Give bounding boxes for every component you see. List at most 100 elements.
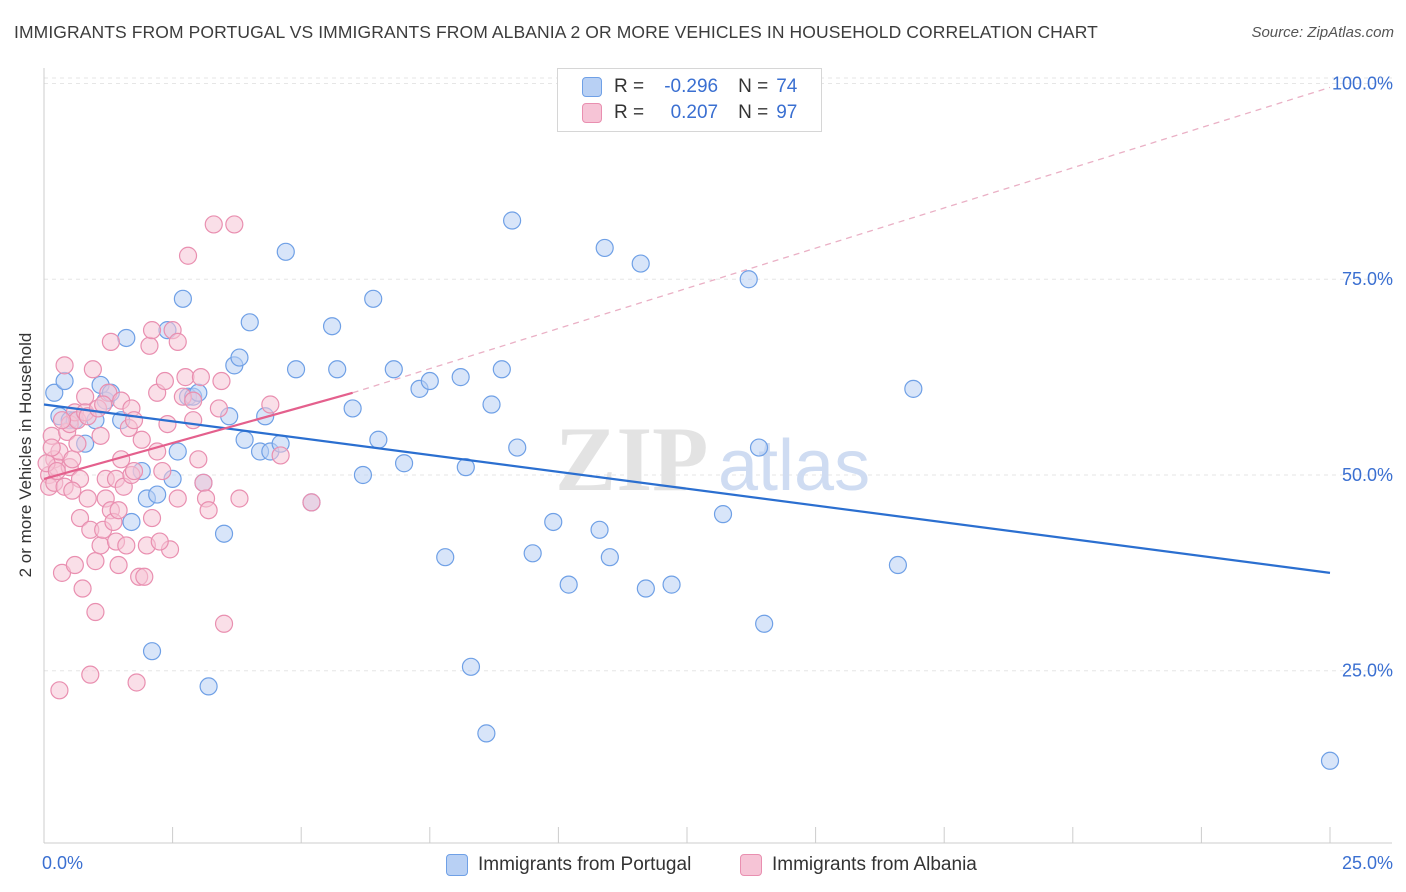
portugal-point bbox=[436, 548, 455, 567]
albania-point bbox=[63, 481, 82, 500]
portugal-point bbox=[276, 242, 295, 261]
albania-point bbox=[109, 555, 128, 575]
albania-point bbox=[50, 681, 69, 700]
albania-trend-extension bbox=[352, 86, 1331, 394]
portugal-point bbox=[492, 360, 511, 379]
albania-point bbox=[101, 332, 120, 351]
portugal-point bbox=[55, 371, 74, 391]
albania-point bbox=[86, 552, 105, 571]
albania-point bbox=[63, 450, 82, 469]
portugal-point bbox=[888, 555, 908, 575]
portugal-point bbox=[122, 512, 141, 532]
portugal-point bbox=[235, 430, 254, 449]
albania-point bbox=[168, 489, 187, 508]
albania-point bbox=[124, 411, 144, 430]
portugal-point bbox=[199, 677, 218, 696]
portugal-point bbox=[904, 379, 923, 398]
albania-point bbox=[261, 395, 280, 414]
portugal-point bbox=[1320, 751, 1340, 770]
watermark-atlas: atlas bbox=[718, 426, 870, 506]
albania-trend-line bbox=[43, 391, 353, 480]
trend-lines bbox=[43, 86, 1331, 574]
tick-labels: 25.0% 50.0% 75.0% 100.0% 0.0% 25.0% bbox=[42, 73, 1393, 873]
n-value: 97 bbox=[776, 102, 798, 123]
albania-point bbox=[73, 579, 92, 598]
albania-point bbox=[142, 508, 162, 528]
albania-point bbox=[132, 430, 151, 449]
y-axis-label: 2 or more Vehicles in Household bbox=[16, 332, 35, 578]
albania-point bbox=[214, 614, 234, 633]
albania-point bbox=[184, 411, 203, 430]
watermark: ZIP atlas bbox=[555, 408, 870, 510]
albania-point bbox=[65, 555, 84, 575]
albania-point bbox=[302, 493, 321, 512]
portugal-point bbox=[230, 348, 249, 367]
watermark-zip: ZIP bbox=[555, 408, 708, 510]
albania-point bbox=[117, 536, 136, 555]
albania-point bbox=[68, 434, 87, 453]
x-tick-label: 25.0% bbox=[1342, 853, 1393, 873]
albania-point bbox=[150, 532, 169, 551]
albania-point bbox=[52, 411, 72, 430]
albania-point bbox=[158, 414, 177, 434]
r-label: R = bbox=[614, 102, 645, 123]
albania-point bbox=[194, 473, 213, 492]
albania-swatch bbox=[582, 103, 602, 123]
albania-point bbox=[230, 489, 249, 508]
portugal-trend-line bbox=[43, 403, 1331, 574]
portugal-point bbox=[590, 520, 609, 539]
albania-point bbox=[191, 368, 210, 387]
albania-swatch bbox=[740, 854, 762, 876]
chart-title: IMMIGRANTS FROM PORTUGAL VS IMMIGRANTS F… bbox=[14, 22, 1098, 42]
portugal-point bbox=[168, 442, 187, 461]
r-value: -0.296 bbox=[664, 76, 719, 97]
portugal-point bbox=[364, 289, 383, 308]
albania-point bbox=[127, 673, 146, 692]
y-tick-label: 100.0% bbox=[1332, 73, 1393, 93]
albania-point bbox=[168, 332, 187, 351]
portugal-point bbox=[477, 724, 496, 743]
y-tick-label: 75.0% bbox=[1342, 269, 1393, 289]
portugal-point bbox=[451, 368, 470, 387]
portugal-point bbox=[369, 430, 388, 449]
portugal-point bbox=[384, 360, 403, 379]
portugal-point bbox=[328, 360, 347, 379]
portugal-point bbox=[353, 465, 373, 485]
portugal-point bbox=[45, 383, 64, 402]
albania-point bbox=[70, 508, 90, 528]
portugal-point bbox=[142, 642, 162, 661]
portugal-point bbox=[544, 512, 563, 532]
albania-point bbox=[83, 360, 102, 379]
portugal-point bbox=[636, 579, 655, 598]
albania-point bbox=[55, 356, 74, 375]
albania-point bbox=[184, 391, 203, 410]
portugal-point bbox=[600, 548, 619, 567]
source-label: Source: ZipAtlas.com bbox=[1251, 24, 1394, 41]
y-tick-label: 50.0% bbox=[1342, 465, 1393, 485]
portugal-point bbox=[343, 399, 362, 418]
albania-point bbox=[199, 501, 218, 520]
r-label: R = bbox=[614, 76, 645, 97]
albania-point bbox=[140, 336, 159, 355]
bottom-legend-albania: Immigrants from Albania bbox=[740, 852, 977, 878]
x-tick-label: 0.0% bbox=[42, 853, 83, 873]
albania-point bbox=[124, 461, 144, 481]
portugal-point bbox=[322, 317, 342, 336]
legend-row-albania: R = 0.207 N = 97 bbox=[582, 101, 797, 125]
albania-point bbox=[209, 399, 228, 418]
legend-row-portugal: R = -0.296 N = 74 bbox=[582, 75, 797, 99]
n-label: N = bbox=[738, 102, 769, 123]
portugal-point bbox=[420, 371, 439, 391]
albania-point bbox=[153, 461, 172, 481]
bottom-legend-label: Immigrants from Albania bbox=[772, 854, 977, 875]
portugal-point bbox=[508, 438, 527, 457]
y-tick-label: 25.0% bbox=[1342, 661, 1393, 681]
albania-point bbox=[42, 438, 61, 457]
portugal-point bbox=[148, 485, 167, 504]
portugal-point bbox=[739, 270, 758, 289]
portugal-point bbox=[214, 524, 234, 543]
portugal-swatch bbox=[446, 854, 468, 876]
albania-point bbox=[81, 665, 100, 684]
albania-point bbox=[135, 567, 154, 586]
